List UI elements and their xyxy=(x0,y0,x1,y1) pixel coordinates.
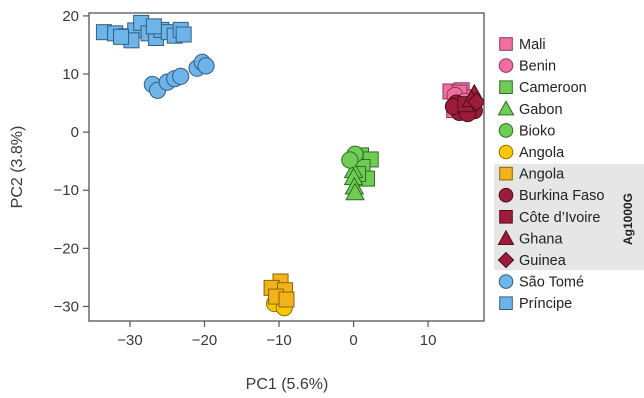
y-axis-title: PC2 (3.8%) xyxy=(9,126,26,209)
legend-marker xyxy=(498,144,514,160)
series-group xyxy=(95,14,192,49)
series-group xyxy=(341,145,364,169)
x-tick-label: 0 xyxy=(349,332,357,349)
legend-label: Burkina Faso xyxy=(519,188,604,204)
x-axis-title: PC1 (5.6%) xyxy=(246,376,329,393)
data-point xyxy=(341,151,359,169)
legend-label: Príncipe xyxy=(519,296,572,312)
legend-marker xyxy=(499,37,513,51)
legend-marker xyxy=(499,166,513,181)
axes: −30 −20 −10 0 10 20 10 0 −10 −20 −30 xyxy=(54,8,437,349)
series-group xyxy=(263,273,295,308)
data-point xyxy=(345,182,365,201)
y-tick-label: −20 xyxy=(54,240,79,257)
legend-label: Ghana xyxy=(519,231,563,247)
plot-frame xyxy=(88,12,485,322)
y-tick-label: −30 xyxy=(54,298,79,315)
data-points xyxy=(95,14,484,317)
legend: Mali Benin Cameroon Gabon Bioko Angola Angola B… xyxy=(497,37,604,312)
data-point xyxy=(197,57,215,75)
data-point xyxy=(113,28,130,45)
legend-label: Gabon xyxy=(519,102,563,118)
data-point xyxy=(145,18,162,35)
x-tick-label: −30 xyxy=(117,332,142,349)
data-point xyxy=(175,26,192,43)
legend-marker xyxy=(497,229,515,245)
legend-marker xyxy=(498,58,514,73)
legend-label: Guinea xyxy=(519,253,567,269)
legend-label: Angola xyxy=(519,145,565,161)
legend-label: Mali xyxy=(519,37,546,53)
legend-marker xyxy=(498,187,514,203)
legend-group-label: Ag1000G xyxy=(621,193,635,245)
legend-label: Angola xyxy=(519,167,565,183)
y-tick-label: −10 xyxy=(54,182,79,199)
legend-marker xyxy=(499,296,513,310)
series-group xyxy=(466,92,484,112)
legend-marker xyxy=(499,210,513,224)
y-tick-label: 20 xyxy=(62,8,79,25)
legend-marker xyxy=(498,123,514,138)
y-tick-label: 0 xyxy=(71,124,79,141)
legend-label: Benin xyxy=(519,59,556,75)
legend-marker xyxy=(498,274,514,289)
legend-marker xyxy=(497,100,515,116)
x-tick-label: −10 xyxy=(266,332,291,349)
series-group xyxy=(143,53,215,99)
legend-label: São Tomé xyxy=(519,275,584,291)
legend-label: Côte d’Ivoire xyxy=(519,210,600,226)
x-tick-label: −20 xyxy=(192,332,217,349)
data-point xyxy=(278,291,295,308)
data-point xyxy=(172,67,190,85)
series-group xyxy=(343,160,365,201)
y-tick-label: 10 xyxy=(62,66,79,83)
legend-label: Bioko xyxy=(519,123,555,139)
legend-marker xyxy=(497,251,515,269)
x-tick-label: 10 xyxy=(420,332,437,349)
legend-label: Cameroon xyxy=(519,80,587,96)
legend-marker xyxy=(499,80,513,95)
legend-group-band xyxy=(494,164,644,270)
data-point xyxy=(466,92,484,112)
